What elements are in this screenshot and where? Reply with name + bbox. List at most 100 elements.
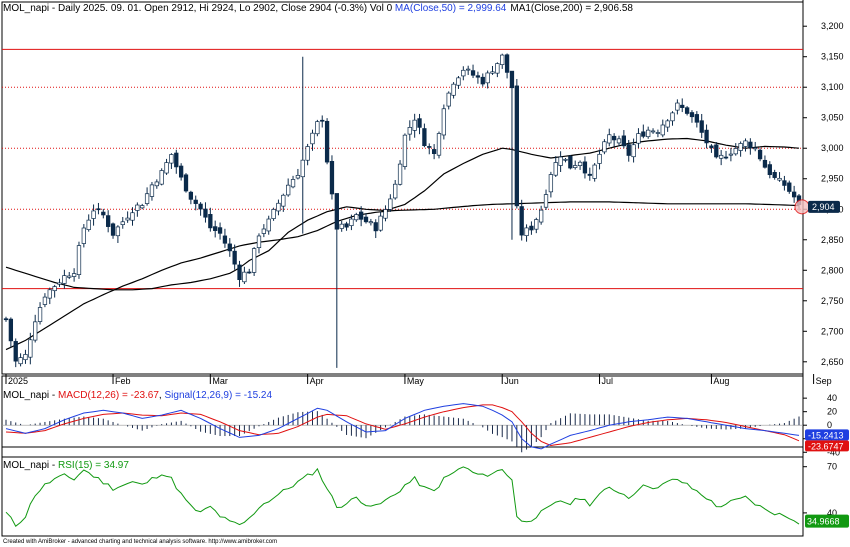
rsi-line <box>5 466 800 527</box>
candle-body <box>597 153 602 164</box>
macd-tick-label: -40 <box>827 447 840 457</box>
candle-body <box>470 70 476 76</box>
ma50-line <box>5 137 800 291</box>
candle-body <box>251 248 257 273</box>
candle-body <box>607 134 612 144</box>
candle-body <box>86 219 91 230</box>
candle-body <box>378 215 383 231</box>
candle-body <box>286 184 291 196</box>
ma200-legend: MA1(Close,200) = 2,906.58 <box>510 3 633 14</box>
candle-body <box>96 208 101 211</box>
candle-body <box>164 162 169 174</box>
candle-body <box>23 354 28 361</box>
candle-body <box>266 218 271 232</box>
candle-body <box>621 135 627 147</box>
candle-body <box>397 163 403 185</box>
rsi-panel[interactable]: 70 40 34.9668 MOL_napi - RSI(15) = 34.97 <box>3 460 849 528</box>
candle-body <box>500 54 505 66</box>
candle-body <box>256 235 262 248</box>
candle-body <box>427 146 432 148</box>
macd-title: MOL_napi - MACD(12,26) = -23.67, Signal(… <box>3 390 272 401</box>
candle-body <box>402 134 408 167</box>
price-title: MOL_napi - Daily 2025. 09. 01. Open 2912… <box>3 3 633 14</box>
candle-body <box>57 282 62 285</box>
candle-body <box>509 70 515 89</box>
ma50-legend: MA(Close,50) = 2,999.64 <box>395 3 507 14</box>
date-tick-label: Jul <box>602 376 614 386</box>
macd-tick-label: 40 <box>827 393 837 403</box>
candle-body <box>777 177 782 181</box>
candle-body <box>208 214 213 229</box>
macd-legend: MACD(12,26) = -23.67 <box>58 390 159 401</box>
candle-body <box>305 146 310 161</box>
candle-body <box>281 194 286 207</box>
candle-body <box>217 227 223 234</box>
candle-body <box>466 68 471 71</box>
candle-body <box>757 149 763 160</box>
candle-body <box>110 223 116 236</box>
candle-body <box>689 112 695 118</box>
candle-body <box>441 108 447 136</box>
ma200-path <box>5 201 800 351</box>
date-tick-label: Mar <box>212 376 228 386</box>
candle-body <box>290 179 296 188</box>
macd-line <box>5 403 800 450</box>
signal-badge-text: -23.6747 <box>808 441 844 451</box>
candle-body <box>587 173 592 176</box>
candle-body <box>412 119 417 131</box>
price-tick-label: 2,850 <box>821 235 844 245</box>
candle-body <box>490 71 495 74</box>
rsi-legend: RSI(15) = 34.97 <box>58 460 129 471</box>
candle-body <box>485 72 490 84</box>
last-price-marker <box>794 199 810 215</box>
price-tick-label: 3,150 <box>821 52 844 62</box>
candle-body <box>728 153 734 156</box>
candle-body <box>368 221 374 224</box>
price-panel[interactable]: 3,2003,1503,1003,0503,0002,9502,9002,850… <box>2 3 844 386</box>
candle-body <box>422 128 427 147</box>
candle-body <box>636 133 641 144</box>
candle-body <box>611 135 617 141</box>
candle-body <box>42 296 48 305</box>
macd-title-ticker: MOL_napi <box>3 390 49 401</box>
candle-body <box>548 174 554 193</box>
candle-body <box>363 216 369 223</box>
candle-body <box>354 214 359 221</box>
candle-body <box>81 227 86 244</box>
date-tick-label: Apr <box>310 376 324 386</box>
candle-body <box>320 119 325 122</box>
candle-body <box>393 183 398 199</box>
candle-body <box>772 172 777 178</box>
candle-body <box>144 193 150 204</box>
price-tick-label: 2,750 <box>821 296 844 306</box>
signal-line <box>5 404 800 447</box>
candle-body <box>480 76 485 85</box>
rsi-title: MOL_napi - RSI(15) = 34.97 <box>3 460 129 471</box>
candle-body <box>358 211 364 220</box>
date-tick-label: Aug <box>713 376 729 386</box>
candle-body <box>13 341 18 362</box>
macd-tick-label: 0 <box>827 420 832 430</box>
candle-body <box>169 154 174 164</box>
candle-body <box>329 161 335 195</box>
candle-body <box>524 227 529 236</box>
candle-body <box>388 198 393 210</box>
signal-legend: Signal(12,26,9) = -15.24 <box>164 390 272 401</box>
candle-body <box>670 112 675 122</box>
price-tick-label: 2,700 <box>821 326 844 336</box>
candle-body <box>626 144 631 156</box>
candle-body <box>106 215 111 227</box>
candle-body <box>115 226 121 237</box>
panel-frames <box>1 0 804 537</box>
candle-body <box>665 120 670 128</box>
price-title-info: - Daily 2025. 09. 01. Open 2912, Hi 2924… <box>49 3 395 14</box>
last-price-badge-bg <box>808 200 840 213</box>
candle-body <box>616 138 622 144</box>
candle-body <box>709 145 714 149</box>
candle-body <box>568 155 573 169</box>
candle-body <box>178 165 184 178</box>
candle-body <box>782 180 787 186</box>
candle-body <box>52 286 57 292</box>
